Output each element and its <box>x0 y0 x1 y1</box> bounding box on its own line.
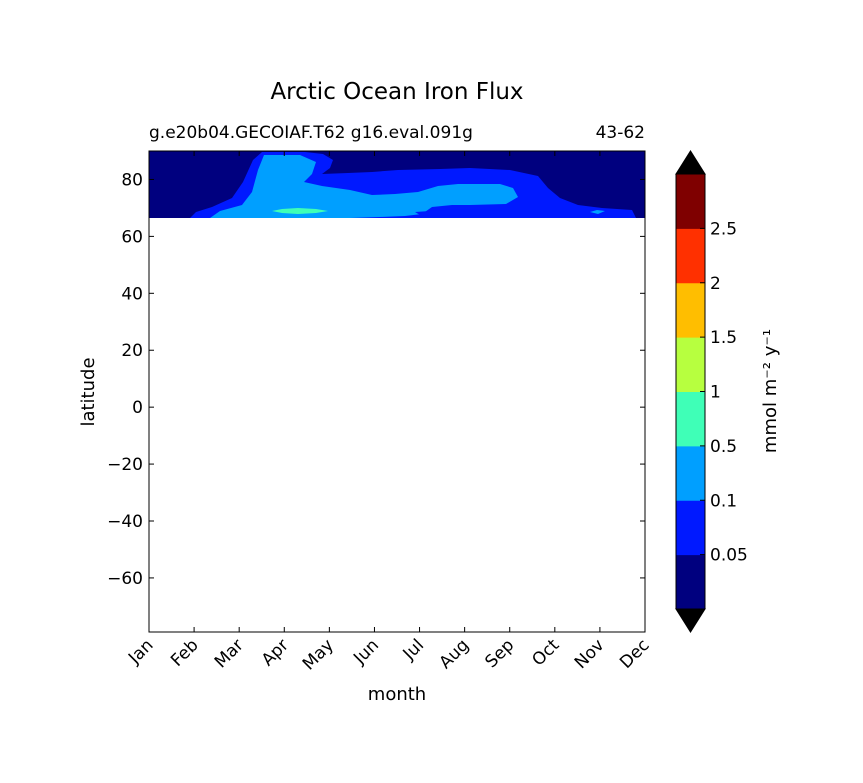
colorbar-tick-label: 0.1 <box>710 491 737 511</box>
y-tick-label: −60 <box>107 569 143 589</box>
contour-level-1-patch <box>415 209 502 216</box>
colorbar-segment <box>676 445 705 501</box>
x-tick-label: Jun <box>349 635 383 669</box>
x-tick-label: Apr <box>258 635 293 670</box>
contour-field <box>149 151 645 218</box>
chart-subtitle-right: 43-62 <box>596 123 645 143</box>
x-tick-label: Feb <box>167 635 202 670</box>
x-axis: Jan Feb Mar Apr May Jun Jul Aug Sep Oct Nov Dec <box>124 151 654 674</box>
chart-subtitle-left: g.e20b04.GECOIAF.T62 g16.eval.091g <box>149 123 473 143</box>
plot-area <box>148 150 646 633</box>
x-tick-label: Jan <box>124 635 157 668</box>
x-tick-label: Nov <box>571 635 609 673</box>
contour-level-3 <box>272 208 328 214</box>
colorbar: 0.05 0.1 0.5 1 1.5 2 2.5 <box>675 150 748 633</box>
colorbar-tick-label: 1.5 <box>710 328 737 348</box>
colorbar-segment <box>676 282 705 338</box>
x-tick-label: Oct <box>528 635 563 670</box>
x-axis-label: month <box>368 684 426 705</box>
y-tick-label: 60 <box>121 227 143 247</box>
y-axis-label: latitude <box>78 357 99 426</box>
colorbar-tick-label: 2 <box>710 274 721 294</box>
y-tick-label: −40 <box>107 512 143 532</box>
colorbar-segment <box>676 554 705 610</box>
x-tick-label: Mar <box>211 635 248 672</box>
y-axis: 80 60 40 20 0 −20 −40 −60 <box>107 170 645 589</box>
y-tick-label: 20 <box>121 341 143 361</box>
colorbar-extend-top <box>675 150 706 175</box>
colorbar-segment <box>676 174 705 229</box>
y-tick-label: 80 <box>121 170 143 190</box>
x-tick-label: Dec <box>616 635 653 672</box>
colorbar-segment <box>676 500 705 556</box>
x-tick-label: Sep <box>481 635 518 672</box>
y-tick-label: 0 <box>132 398 143 418</box>
colorbar-segment <box>676 228 705 284</box>
x-tick-label: May <box>299 635 338 674</box>
colorbar-label: mmol m⁻² y⁻¹ <box>760 329 781 453</box>
chart-title: Arctic Ocean Iron Flux <box>270 79 523 105</box>
y-tick-label: 40 <box>121 284 143 304</box>
colorbar-segment <box>676 391 705 447</box>
y-tick-label: −20 <box>107 455 143 475</box>
colorbar-extend-bottom <box>675 608 706 633</box>
x-tick-label: Aug <box>436 635 474 673</box>
colorbar-tick-label: 0.05 <box>710 546 748 566</box>
colorbar-tick-label: 2.5 <box>710 219 737 239</box>
colorbar-tick-label: 0.5 <box>710 437 737 457</box>
contour-level-2-patch <box>590 210 605 214</box>
colorbar-segment <box>676 337 705 392</box>
contour-level-2 <box>210 155 518 218</box>
x-tick-label: Jul <box>399 635 428 664</box>
colorbar-tick-label: 1 <box>710 383 721 403</box>
